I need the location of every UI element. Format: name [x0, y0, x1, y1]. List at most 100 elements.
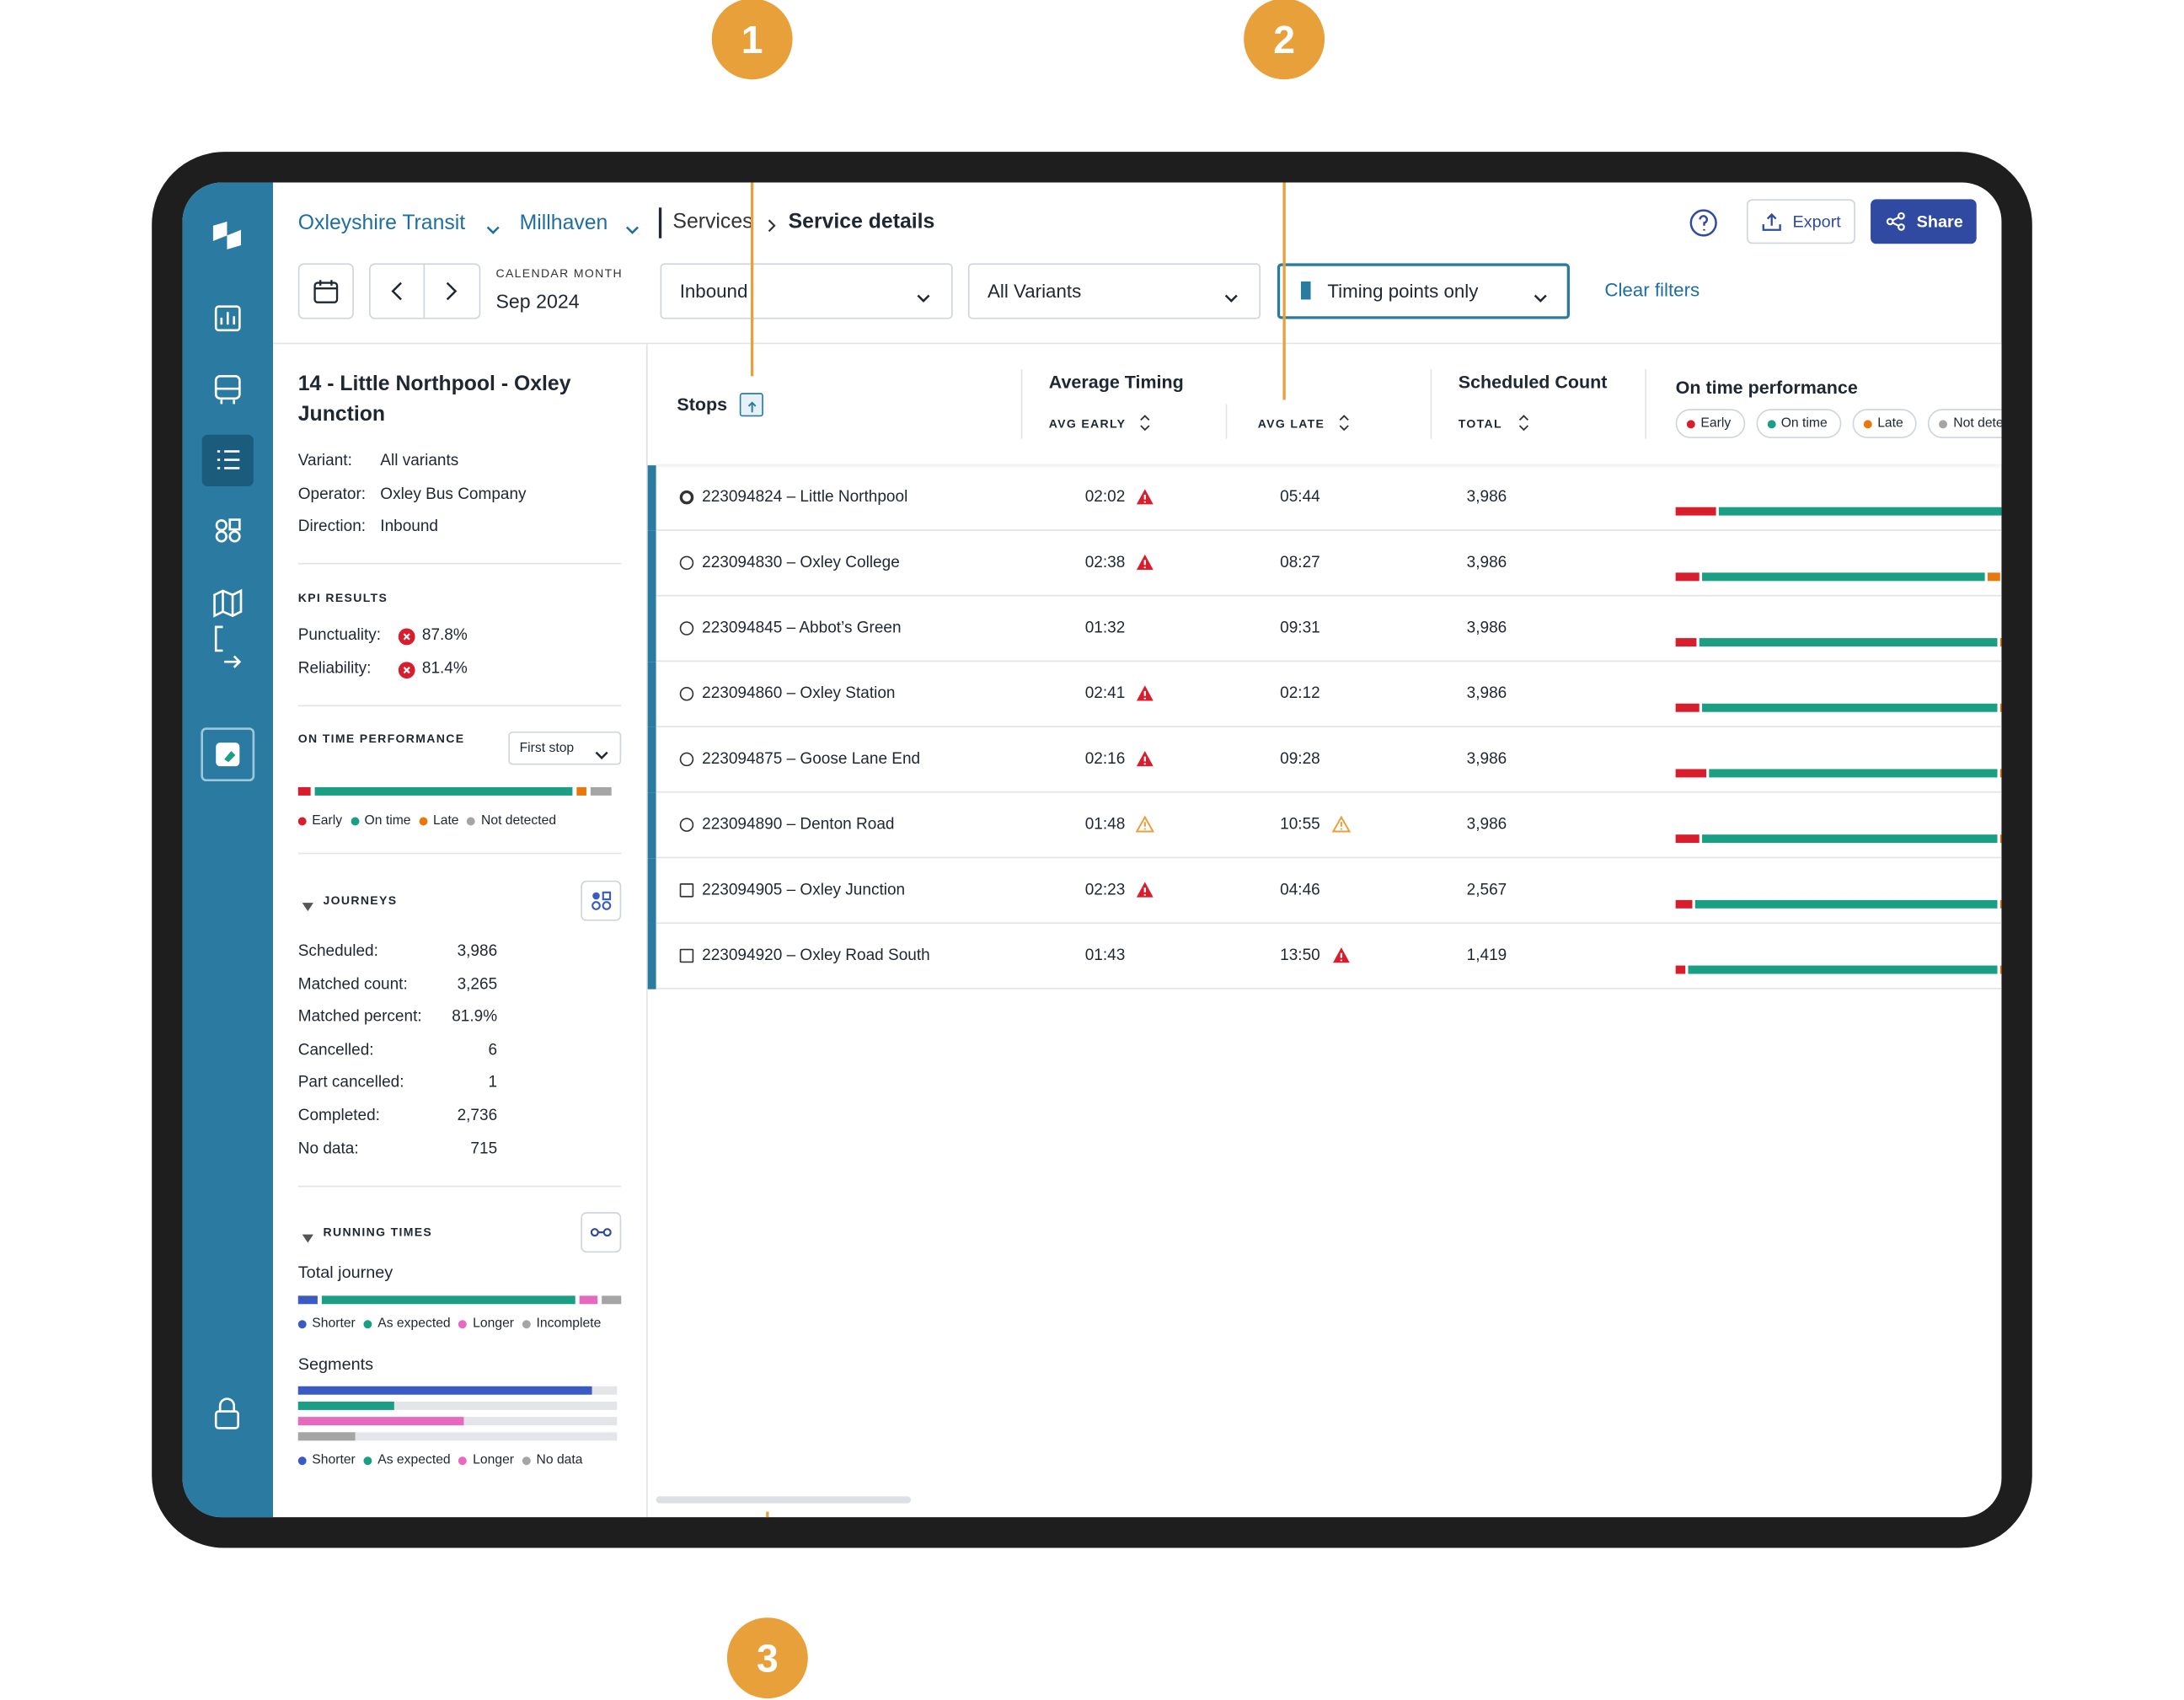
stop-selector[interactable]: [508, 731, 622, 765]
legend-dot: [1863, 419, 1872, 428]
avg-early: 02:16: [1084, 750, 1126, 768]
avg-late: 04:46: [1280, 882, 1320, 899]
legend-label: Late: [1877, 416, 1903, 432]
legend-item[interactable]: On time: [1755, 409, 1842, 438]
sort-icon[interactable]: [1139, 414, 1150, 432]
scheduled-total: 1,419: [1466, 947, 1507, 964]
divider: [1020, 369, 1023, 439]
legend-item: As expected: [363, 1316, 451, 1331]
bar-segment: [297, 786, 311, 796]
divider: [1645, 369, 1646, 439]
legend-item: On time: [351, 813, 411, 829]
kpi-label: Reliability:: [297, 660, 372, 678]
alert-icon: [1135, 488, 1154, 506]
stop-name: 223094824 – Little Northpool: [702, 489, 908, 507]
export-button[interactable]: [1746, 199, 1855, 244]
journey-value: 3,265: [457, 976, 498, 993]
legend-dot: [1767, 419, 1776, 428]
stop-icon: [679, 555, 694, 571]
column-header: Stops: [677, 393, 728, 415]
legend-dot: [458, 1456, 468, 1465]
legend-label: Shorter: [312, 1452, 356, 1468]
bar-segment: [2000, 899, 2002, 909]
legend-label: Longer: [473, 1452, 515, 1468]
sort-icon[interactable]: [1518, 414, 1529, 432]
avg-late: 09:28: [1280, 750, 1320, 768]
legend-item[interactable]: Late: [1852, 409, 1918, 438]
sort-icon[interactable]: [1339, 414, 1350, 432]
legend-dot: [458, 1319, 468, 1328]
divider: [658, 207, 661, 239]
detail-value: Oxley Bus Company: [380, 485, 527, 502]
warning-icon: [1331, 815, 1352, 833]
bar-segment: [602, 1295, 622, 1305]
filter-dropdown[interactable]: [967, 263, 1261, 319]
bar-segment: [1699, 638, 1999, 647]
section-title: RUNNING TIMES: [323, 1225, 433, 1239]
collapse-icon: [301, 894, 315, 912]
divider: [297, 1185, 622, 1188]
clear-filters[interactable]: Clear filters: [1604, 279, 1700, 301]
bar-segment: [1695, 899, 1999, 909]
share-icon: [1886, 212, 1905, 231]
collapse-icon: [301, 1226, 315, 1243]
segment-bar: [297, 1432, 356, 1441]
filter-value: Timing points only: [1327, 281, 1479, 302]
stop-name: 223094830 – Oxley College: [702, 554, 900, 571]
running-label: Segments: [297, 1354, 374, 1374]
callout: 3: [726, 1617, 808, 1699]
bar-segment: [579, 1295, 598, 1305]
row-marker: [647, 792, 656, 859]
legend-item[interactable]: Not detected: [1928, 409, 2002, 438]
alert-icon-svg: [1136, 489, 1154, 505]
divider: [1430, 369, 1432, 439]
org-selector[interactable]: Oxleyshire Transit: [297, 211, 466, 235]
legend-label: No data: [536, 1452, 583, 1468]
area-selector[interactable]: Millhaven: [519, 211, 608, 235]
avg-early: 02:38: [1084, 554, 1126, 571]
callout-number: 1: [741, 18, 763, 62]
warning-icon-svg: [1331, 815, 1352, 833]
legend-label: On time: [1780, 416, 1828, 432]
legend-dot: [1686, 419, 1695, 428]
warning-icon: [1135, 815, 1155, 833]
bar-segment: [1675, 638, 1696, 647]
stop-icon: [679, 883, 694, 898]
sort-button[interactable]: [739, 393, 763, 417]
bar-segment: [1675, 769, 1706, 778]
stop-icon: [679, 752, 694, 767]
journey-label: Completed:: [297, 1107, 380, 1125]
filter-dropdown[interactable]: [1277, 263, 1570, 319]
avg-early: 01:32: [1084, 619, 1126, 637]
journey-label: Cancelled:: [297, 1042, 374, 1059]
sort-asc-icon: [745, 397, 759, 413]
section-button[interactable]: [581, 880, 622, 921]
legend-label: Early: [1700, 416, 1732, 432]
scheduled-total: 3,986: [1466, 554, 1507, 571]
kpi-fail-icon: [398, 661, 415, 679]
chevron: [624, 217, 641, 234]
journey-value: 2,736: [457, 1107, 498, 1125]
breadcrumb-link[interactable]: Services: [672, 209, 753, 233]
share-label: Share: [1916, 212, 1963, 232]
calendar-button[interactable]: [297, 263, 354, 319]
legend-item[interactable]: Early: [1675, 409, 1745, 438]
column-header: On time performance: [1675, 377, 1858, 398]
horizontal-scrollbar[interactable]: [656, 1496, 912, 1504]
share-button[interactable]: [1871, 199, 1977, 244]
legend-label: On time: [364, 812, 411, 829]
alert-icon-svg: [1136, 882, 1154, 898]
bar-segment: [1719, 507, 2002, 516]
stop-icon: [679, 621, 694, 635]
legend-label: As expected: [377, 1452, 451, 1468]
detail-value: Inbound: [380, 518, 439, 535]
bar-segment: [2000, 769, 2002, 778]
legend-dot: [522, 1319, 531, 1328]
filter-dropdown[interactable]: [660, 263, 953, 319]
period-value: Sep 2024: [495, 289, 580, 313]
help-icon: [1689, 207, 1719, 238]
divider: [646, 344, 648, 1518]
bar-segment: [297, 1295, 318, 1305]
section-button-icon: [590, 1222, 612, 1243]
